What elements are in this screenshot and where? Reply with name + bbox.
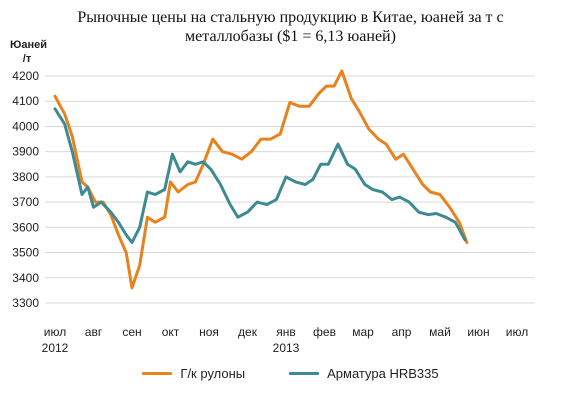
legend-label-hot-rolled: Г/к рулоны xyxy=(180,366,246,381)
x-tick-label-2: сен xyxy=(122,325,141,339)
x-tick-label-5: дек xyxy=(238,325,258,339)
y-tick-label-3700: 3700 xyxy=(12,195,39,209)
legend-item-hot-rolled: Г/к рулоны xyxy=(142,366,245,381)
x-tick-label-4: ноя xyxy=(199,325,219,339)
series-line-rebar xyxy=(53,107,467,244)
legend-label-rebar: Арматура HRB335 xyxy=(327,366,439,381)
y-tick-label-4000: 4000 xyxy=(12,119,39,133)
legend-swatch-hot-rolled xyxy=(142,372,173,375)
y-tick-label-4100: 4100 xyxy=(12,94,39,108)
gridlines xyxy=(45,75,535,304)
y-tick-label-3600: 3600 xyxy=(12,220,39,234)
y-tick-label-3300: 3300 xyxy=(12,296,39,310)
x-tick-label-8: мар xyxy=(352,325,374,339)
x-tick-label-7: фев xyxy=(313,325,336,339)
x-tick-label-9: апр xyxy=(392,325,412,339)
year-label-2012: 2012 xyxy=(42,341,69,355)
y-tick-label-3400: 3400 xyxy=(12,271,39,285)
year-label-2013: 2013 xyxy=(273,341,300,355)
y-tick-label-3800: 3800 xyxy=(12,170,39,184)
chart-title-line-2: металлобазы ($1 = 6,13 юаней) xyxy=(185,28,396,45)
y-axis-label-line-2: /т xyxy=(22,53,32,65)
x-tick-label-0: июл xyxy=(44,325,66,339)
y-tick-labels: 3300 3400 3500 3600 3700 3800 3900 4000 4100 4200 xyxy=(12,69,39,310)
x-tick-labels: июл авг сен окт ноя дек янв фев мар апр май июн июл 2… xyxy=(42,325,529,355)
y-tick-label-3900: 3900 xyxy=(12,145,39,159)
chart-title-line-1: Рыночные цены на стальную продукцию в Ки… xyxy=(77,9,504,26)
legend-item-rebar: Арматура HRB335 xyxy=(289,366,439,381)
chart-title: Рыночные цены на стальную продукцию в Ки… xyxy=(20,8,561,46)
y-tick-label-4200: 4200 xyxy=(12,69,39,83)
x-tick-label-12: июл xyxy=(506,325,528,339)
y-axis-label: Юаней /т xyxy=(10,38,47,66)
series-line-hot-rolled xyxy=(53,69,469,290)
x-tick-label-1: авг xyxy=(85,325,103,339)
legend-swatch-rebar xyxy=(289,372,320,375)
y-tick-label-3500: 3500 xyxy=(12,246,39,260)
series-lines xyxy=(53,69,469,290)
x-tick-label-3: окт xyxy=(162,325,180,339)
y-axis-label-line-1: Юаней xyxy=(10,39,47,51)
legend: Г/к рулоны Арматура HRB335 xyxy=(0,366,581,381)
x-tick-label-6: янв xyxy=(276,325,296,339)
x-tick-label-10: май xyxy=(429,325,451,339)
x-tick-label-11: июн xyxy=(467,325,489,339)
